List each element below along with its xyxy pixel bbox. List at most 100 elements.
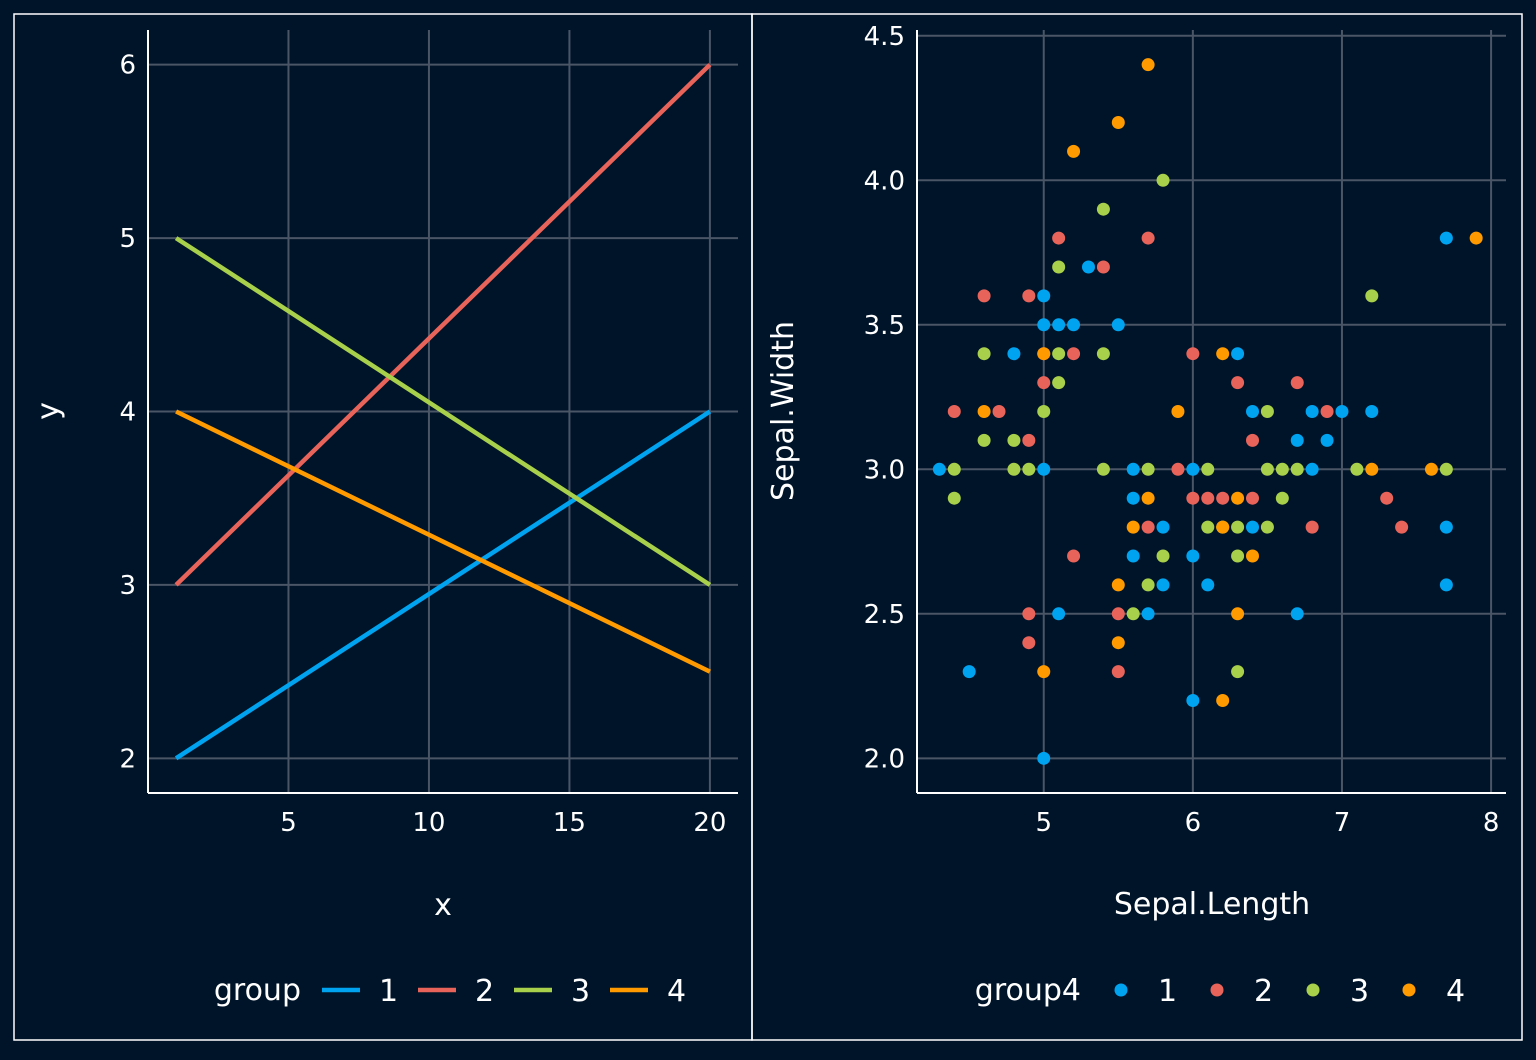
left-series-lines (174, 63, 712, 761)
scatter-point-group-3 (1007, 462, 1021, 476)
scatter-point-group-2 (1320, 405, 1334, 418)
legend-label-group4-2: 2 (1254, 974, 1273, 1009)
left-tick-labels: 5 10 15 20 2 3 4 5 6 (119, 51, 726, 838)
scatter-point-group-3 (1156, 549, 1170, 563)
legend-label-group4-1: 1 (1158, 974, 1177, 1009)
legend-label-group4-3: 3 (1350, 974, 1369, 1009)
scatter-point-group-2 (1067, 347, 1081, 361)
left-y-tick-label: 6 (119, 51, 136, 81)
scatter-point-group-1 (1156, 520, 1170, 534)
scatter-point-group-1 (1201, 578, 1215, 592)
scatter-point-group-1 (1007, 347, 1021, 361)
scatter-point-group-4 (1216, 347, 1230, 361)
scatter-point-group-4 (1365, 462, 1379, 476)
right-legend: group4 1 2 3 4 (975, 973, 1465, 1009)
scatter-point-group-3 (1141, 462, 1155, 476)
right-x-tick-label: 7 (1334, 808, 1351, 838)
scatter-point-group-1 (1037, 462, 1051, 476)
scatter-point-group-3 (1052, 260, 1066, 274)
scatter-point-group-2 (1231, 376, 1245, 390)
scatter-point-group-2 (1111, 665, 1125, 679)
scatter-point-group-2 (1216, 491, 1230, 505)
right-y-tick-label: 4.5 (864, 22, 905, 52)
right-x-tick-label: 6 (1185, 808, 1202, 838)
scatter-point-group-3 (1231, 520, 1245, 534)
series-line-2 (174, 63, 712, 587)
scatter-point-group-1 (1290, 433, 1304, 447)
scatter-point-group-4 (1469, 231, 1483, 245)
scatter-point-group-1 (1290, 607, 1304, 621)
scatter-point-group-2 (1141, 231, 1155, 245)
scatter-point-group-3 (1350, 462, 1364, 476)
right-y-tick-label: 3.0 (864, 455, 905, 485)
scatter-point-group-2 (1395, 520, 1409, 534)
scatter-point-group-4 (1141, 491, 1155, 505)
scatter-point-group-3 (1201, 462, 1215, 476)
left-x-axis-label: x (434, 888, 452, 923)
scatter-point-group-3 (1052, 376, 1066, 390)
scatter-point-group-4 (1141, 58, 1155, 72)
scatter-point-group-1 (1052, 318, 1066, 332)
scatter-point-group-2 (1246, 433, 1260, 447)
left-y-tick-label: 2 (119, 744, 136, 774)
right-scatter-points (932, 58, 1483, 765)
scatter-point-group-2 (1171, 462, 1185, 476)
legend-key-group4-3 (1306, 983, 1320, 997)
scatter-point-group-1 (1052, 607, 1066, 621)
scatter-point-group-4 (1111, 578, 1125, 592)
left-x-tick-label: 10 (412, 808, 445, 838)
scatter-point-group-1 (1320, 433, 1334, 447)
scatter-point-group-3 (1096, 462, 1110, 476)
scatter-point-group-3 (1260, 462, 1274, 476)
scatter-point-group-1 (1305, 462, 1319, 476)
scatter-point-group-3 (1260, 405, 1274, 418)
scatter-point-group-1 (1439, 578, 1453, 592)
scatter-point-group-2 (1067, 549, 1081, 563)
scatter-point-group-3 (1007, 433, 1021, 447)
scatter-point-group-3 (947, 491, 961, 505)
scatter-chart-panel: 5 6 7 8 2.0 2.5 3.0 3.5 4.0 4.5 Sepal.Length Sepa… (751, 13, 1523, 1041)
right-y-tick-label: 4.0 (864, 166, 905, 196)
legend-label-group-3: 3 (571, 974, 590, 1009)
scatter-point-group-1 (1126, 549, 1140, 563)
scatter-point-group-4 (1246, 549, 1260, 563)
left-y-tick-label: 4 (119, 398, 136, 428)
scatter-point-group-2 (1380, 491, 1394, 505)
scatter-point-group-2 (1246, 491, 1260, 505)
scatter-point-group-4 (1231, 491, 1245, 505)
scatter-point-group-1 (1365, 405, 1379, 418)
legend-key-group4-4 (1402, 983, 1416, 997)
scatter-point-group-1 (1126, 462, 1140, 476)
scatter-point-group-3 (1290, 462, 1304, 476)
right-y-tick-label: 2.5 (864, 600, 905, 630)
series-line-4 (175, 409, 711, 674)
legend-key-group4-1 (1114, 983, 1128, 997)
scatter-point-group-2 (1305, 520, 1319, 534)
scatter-point-group-4 (1067, 144, 1081, 158)
scatter-point-group-2 (1052, 231, 1066, 245)
scatter-point-group-1 (1156, 578, 1170, 592)
scatter-point-group-2 (992, 405, 1006, 418)
scatter-point-group-1 (1231, 347, 1245, 361)
scatter-point-group-4 (1037, 665, 1051, 679)
scatter-point-group-4 (1424, 462, 1438, 476)
scatter-point-group-1 (1037, 318, 1051, 332)
scatter-point-group-1 (1439, 231, 1453, 245)
scatter-point-group-4 (1126, 520, 1140, 534)
series-line-1 (174, 409, 712, 761)
scatter-point-group-2 (1022, 636, 1036, 650)
scatter-point-group-3 (1260, 520, 1274, 534)
scatter-point-group-1 (1037, 289, 1051, 303)
scatter-point-group-3 (1126, 607, 1140, 621)
scatter-point-group-1 (1081, 260, 1095, 274)
series-line-3 (174, 236, 712, 587)
scatter-point-group-3 (1156, 173, 1170, 187)
scatter-point-group-3 (1022, 462, 1036, 476)
left-y-tick-label: 5 (119, 224, 136, 254)
scatter-point-group-2 (1290, 376, 1304, 390)
right-x-tick-label: 8 (1483, 808, 1500, 838)
scatter-point-group-1 (1037, 751, 1051, 765)
right-legend-entries: 1 2 3 4 (1114, 974, 1465, 1009)
